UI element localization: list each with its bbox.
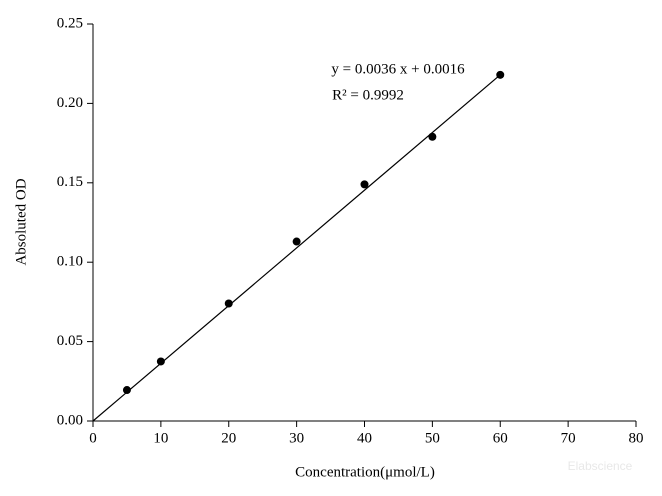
annotation: R² = 0.9992	[332, 87, 404, 103]
x-tick-label: 30	[289, 430, 304, 446]
point	[122, 386, 131, 395]
point	[156, 357, 165, 366]
point	[224, 299, 233, 308]
fit-line	[92, 74, 501, 422]
y-axis-label: Absoluted OD	[13, 178, 29, 265]
y-tick-label: 0.10	[57, 254, 83, 270]
x-tick-label: 80	[629, 430, 644, 446]
x-tick-label: 0	[89, 430, 97, 446]
point	[496, 70, 505, 79]
y-tick-label: 0.05	[57, 333, 83, 349]
y-tick-label: 0.25	[57, 15, 83, 31]
x-tick-label: 40	[357, 430, 372, 446]
x-tick-label: 60	[493, 430, 508, 446]
x-axis-label: Concentration(μmol/L)	[295, 464, 435, 480]
point	[360, 180, 369, 189]
point	[292, 237, 301, 246]
y-tick-label: 0.15	[57, 174, 83, 190]
annotation: y = 0.0036 x + 0.0016	[331, 61, 465, 77]
x-tick-label: 70	[561, 430, 576, 446]
y-tick-label: 0.20	[57, 95, 83, 111]
point	[428, 132, 437, 141]
y-tick-label: 0.00	[57, 412, 83, 428]
x-tick-label: 20	[221, 430, 236, 446]
watermark: Elabscience	[568, 459, 633, 473]
x-tick-label: 50	[425, 430, 440, 446]
x-tick-label: 10	[153, 430, 168, 446]
